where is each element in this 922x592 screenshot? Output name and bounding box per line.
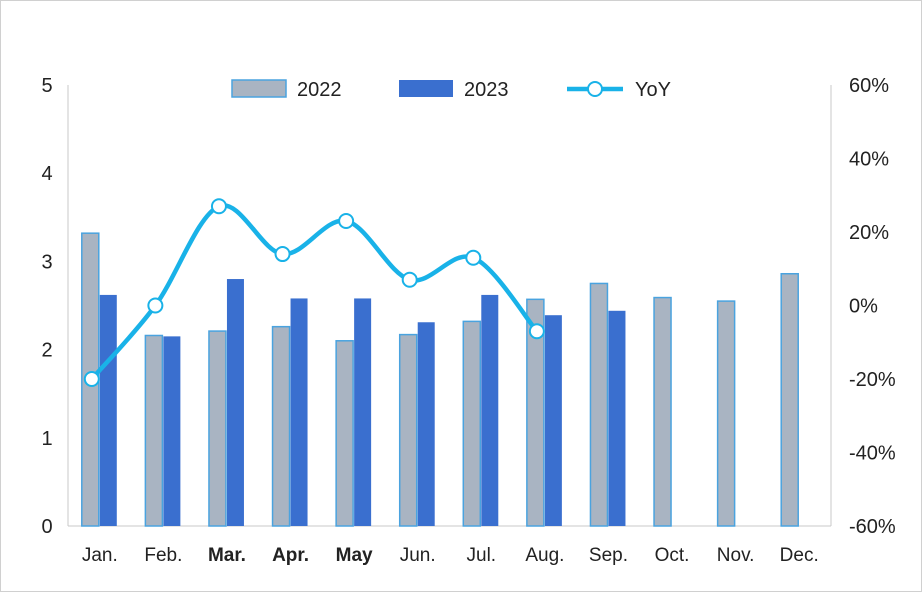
- bar-2022: [526, 298, 545, 527]
- bar-2022: [144, 334, 164, 527]
- x-tick-label: Jul.: [467, 545, 497, 566]
- y-left-tick-label: 2: [41, 340, 52, 362]
- y-right-tick-label: 20%: [849, 222, 889, 244]
- bar-2023: [481, 294, 499, 526]
- y-left-tick-label: 0: [41, 516, 52, 538]
- legend-swatch-2022: [231, 79, 287, 98]
- legend-label-2023: 2023: [464, 79, 509, 101]
- y-left-tick-label: 1: [41, 428, 52, 450]
- bar-2023: [608, 310, 626, 526]
- y-right-tick-label: 60%: [849, 75, 889, 97]
- y-right-tick-label: -60%: [849, 516, 896, 538]
- bar-2023: [226, 279, 244, 526]
- x-tick-label: Oct.: [655, 545, 690, 566]
- bar-2022: [780, 272, 799, 527]
- yoy-point: [338, 212, 355, 229]
- bar-2023: [544, 315, 562, 526]
- bar-2022: [271, 325, 291, 527]
- bar-2022: [716, 300, 736, 527]
- bar-2022: [335, 340, 354, 527]
- y-right-tick-label: -20%: [849, 369, 896, 391]
- x-tick-label: Feb.: [144, 545, 182, 566]
- x-tick-label: Apr.: [272, 545, 309, 566]
- legend-swatch-2023: [399, 80, 453, 97]
- legend-label-2022: 2022: [297, 79, 342, 101]
- bar-2023: [290, 298, 308, 526]
- x-tick-label: Dec.: [780, 545, 819, 566]
- yoy-point: [528, 323, 545, 340]
- legend-swatch-yoy-marker: [587, 81, 603, 97]
- y-left-tick-label: 5: [41, 75, 52, 97]
- x-tick-label: Jun.: [400, 545, 436, 566]
- x-tick-label: May: [336, 545, 373, 566]
- y-right-tick-label: -40%: [849, 443, 896, 465]
- x-tick-label: Sep.: [589, 545, 628, 566]
- yoy-point: [83, 371, 100, 387]
- y-left-tick-label: 3: [41, 251, 52, 273]
- bar-2023: [99, 294, 117, 526]
- y-right-tick-label: 40%: [849, 149, 889, 171]
- legend-label-yoy: YoY: [635, 79, 671, 101]
- yoy-point: [210, 198, 227, 215]
- x-tick-label: Nov.: [717, 545, 755, 566]
- bar-2022: [398, 333, 418, 527]
- yoy-point: [274, 246, 291, 263]
- x-tick-label: Jan.: [82, 545, 118, 566]
- bar-2023: [417, 322, 435, 526]
- bar-2022: [208, 330, 227, 527]
- x-tick-label: Mar.: [208, 545, 246, 566]
- bar-2022: [589, 282, 609, 527]
- yoy-point: [401, 271, 418, 288]
- x-tick-label: Aug.: [525, 545, 564, 566]
- bar-2022: [653, 296, 672, 527]
- y-right-tick-label: 0%: [849, 296, 878, 318]
- bar-2023: [354, 298, 372, 526]
- bar-2022: [462, 320, 482, 527]
- bar-2023: [163, 336, 181, 526]
- y-left-tick-label: 4: [41, 163, 52, 185]
- yoy-point: [465, 249, 482, 266]
- yoy-point: [147, 297, 164, 314]
